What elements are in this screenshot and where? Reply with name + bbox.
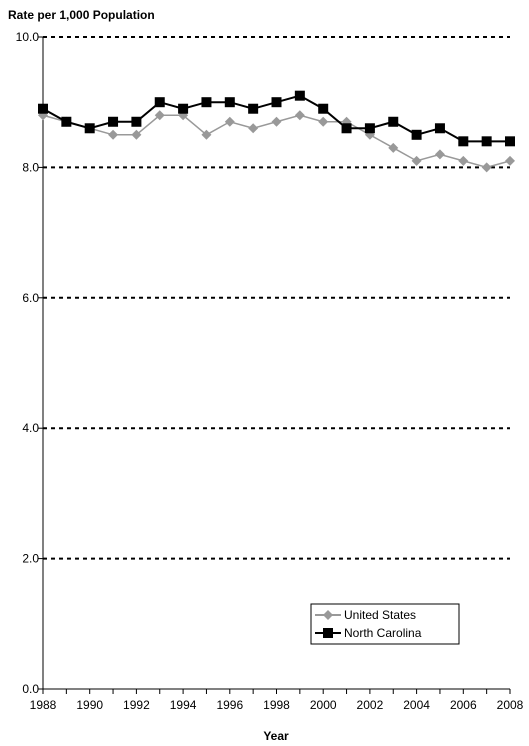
data-point-square xyxy=(364,123,375,134)
data-point-square xyxy=(434,123,445,134)
data-point-diamond xyxy=(318,116,329,127)
y-axis-title: Rate per 1,000 Population xyxy=(8,8,155,22)
data-point-square xyxy=(108,116,119,127)
x-tick-label: 2004 xyxy=(403,698,430,712)
x-tick-label: 2000 xyxy=(310,698,337,712)
data-point-square xyxy=(178,103,189,114)
legend-item: North Carolina xyxy=(315,626,422,640)
x-axis-title: Year xyxy=(263,729,289,743)
data-point-square xyxy=(505,136,515,147)
data-point-diamond xyxy=(388,142,399,153)
data-point-diamond xyxy=(434,149,445,160)
data-point-diamond xyxy=(154,110,165,121)
y-tick-label: 6.0 xyxy=(22,291,39,305)
data-point-square xyxy=(61,116,72,127)
series-united-states xyxy=(38,110,515,173)
data-point-square xyxy=(458,136,469,147)
data-point-square xyxy=(323,628,333,638)
data-point-diamond xyxy=(201,129,212,140)
data-point-diamond xyxy=(458,155,469,166)
data-point-diamond xyxy=(248,123,259,134)
x-tick-label: 1988 xyxy=(30,698,57,712)
data-point-square xyxy=(201,97,212,108)
series-group xyxy=(38,90,515,173)
x-tick-label: 2002 xyxy=(357,698,384,712)
y-tick-label: 0.0 xyxy=(22,682,39,696)
data-point-square xyxy=(248,103,259,114)
data-point-diamond xyxy=(224,116,235,127)
y-tick-label: 2.0 xyxy=(22,552,39,566)
data-point-diamond xyxy=(323,610,333,620)
x-tick-label: 1998 xyxy=(263,698,290,712)
x-tick-label: 1994 xyxy=(170,698,197,712)
data-point-diamond xyxy=(271,116,282,127)
legend-label: North Carolina xyxy=(344,626,422,640)
x-tick-label: 1990 xyxy=(76,698,103,712)
data-point-square xyxy=(154,97,165,108)
data-point-square xyxy=(318,103,329,114)
data-point-diamond xyxy=(411,155,422,166)
data-point-square xyxy=(294,90,305,101)
x-tick-label: 2008 xyxy=(497,698,524,712)
data-point-diamond xyxy=(294,110,305,121)
data-point-diamond xyxy=(131,129,142,140)
data-point-square xyxy=(84,123,95,134)
legend-item: United States xyxy=(315,608,416,622)
data-point-square xyxy=(388,116,399,127)
data-point-square xyxy=(38,103,48,114)
axes xyxy=(38,36,511,694)
gridlines xyxy=(43,36,510,560)
data-point-square xyxy=(131,116,142,127)
x-tick-label: 1992 xyxy=(123,698,150,712)
data-point-square xyxy=(271,97,282,108)
legend-box xyxy=(310,603,460,645)
data-point-diamond xyxy=(108,129,119,140)
data-point-square xyxy=(224,97,235,108)
series-north-carolina xyxy=(38,90,515,147)
x-tick-labels: 1988 1990 1992 1994 1996 1998 2000 2002 2004 2006… xyxy=(30,698,524,712)
data-point-diamond xyxy=(481,162,492,173)
data-point-square xyxy=(481,136,492,147)
data-point-square xyxy=(341,123,352,134)
legend: United States North Carolina xyxy=(310,603,460,645)
y-tick-label: 4.0 xyxy=(22,421,39,435)
y-tick-label: 10.0 xyxy=(16,30,40,44)
y-tick-labels: 0.0 2.0 4.0 6.0 8.0 10.0 xyxy=(16,30,40,696)
data-point-diamond xyxy=(505,155,515,166)
y-tick-label: 8.0 xyxy=(22,160,39,174)
legend-label: United States xyxy=(344,608,416,622)
x-tick-label: 1996 xyxy=(216,698,243,712)
data-point-square xyxy=(411,129,422,140)
x-tick-label: 2006 xyxy=(450,698,477,712)
